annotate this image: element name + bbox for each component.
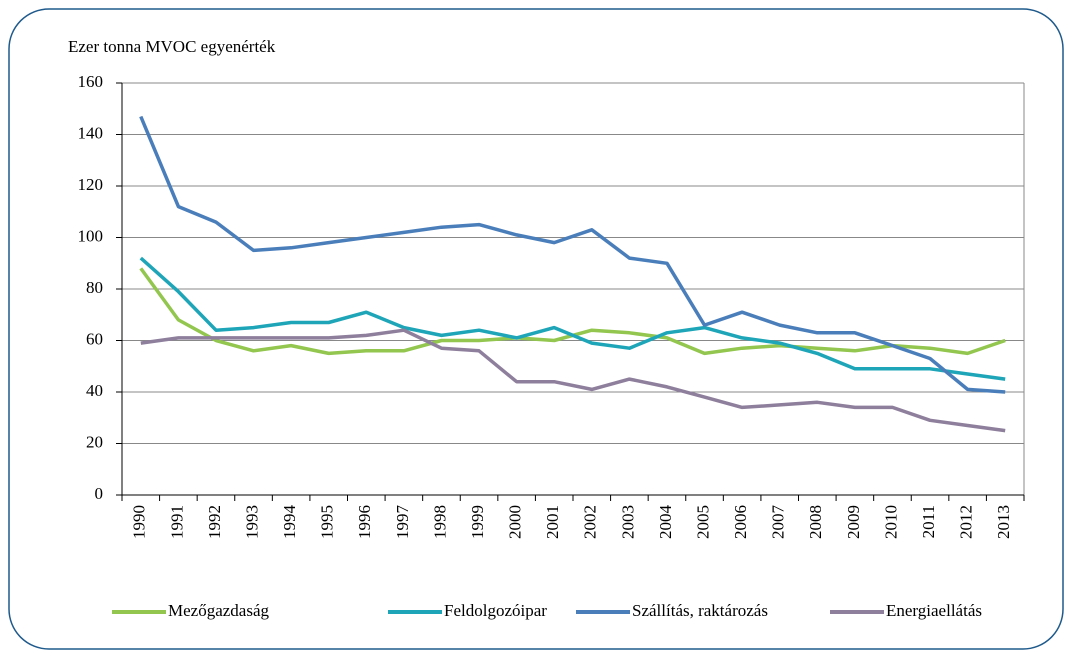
y-tick-label: 60 [86, 329, 103, 348]
series-line [139, 256, 1006, 381]
x-tick-label: 2008 [806, 505, 825, 539]
x-tick-label: 1992 [205, 505, 224, 539]
x-tick-label: 2004 [656, 505, 675, 540]
x-tick-label: 2000 [506, 505, 525, 539]
x-tick-label: 1993 [242, 505, 261, 539]
x-tick-label: 1999 [468, 505, 487, 539]
legend-label: Mezőgazdaság [168, 601, 270, 620]
frame [8, 8, 1064, 650]
x-tick-label: 1998 [430, 505, 449, 539]
x-tick-label: 1991 [167, 505, 186, 539]
x-tick-label: 1995 [318, 505, 337, 539]
x-tick-label: 2009 [844, 505, 863, 539]
x-tick-label: 2013 [994, 505, 1013, 539]
series-line [139, 115, 1006, 394]
x-tick-label: 1994 [280, 505, 299, 540]
x-tick-label: 2012 [957, 505, 976, 539]
x-tick-label: 2006 [731, 505, 750, 539]
legend-label: Szállítás, raktározás [632, 601, 768, 620]
y-tick-label: 160 [78, 72, 104, 91]
y-tick-label: 0 [95, 484, 104, 503]
x-tick-label: 1996 [355, 505, 374, 539]
x-tick-label: 1990 [130, 505, 149, 539]
legend-label: Feldolgozóipar [444, 601, 547, 620]
x-tick-label: 2001 [543, 505, 562, 539]
axis-title: Ezer tonna MVOC egyenérték [68, 37, 276, 56]
y-tick-label: 100 [78, 226, 104, 245]
x-tick-label: 2002 [581, 505, 600, 539]
y-tick-label: 40 [86, 381, 103, 400]
x-tick-label: 2011 [919, 505, 938, 538]
legend-label: Energiaellátás [886, 601, 982, 620]
y-tick-label: 140 [78, 123, 104, 142]
series-line [140, 328, 1006, 433]
y-tick-label: 80 [86, 278, 103, 297]
x-tick-label: 1997 [393, 505, 412, 540]
y-tick-label: 120 [78, 175, 104, 194]
y-tick-label: 20 [86, 432, 103, 451]
x-tick-label: 2005 [693, 505, 712, 539]
x-tick-label: 2003 [618, 505, 637, 539]
x-tick-label: 2007 [769, 505, 788, 540]
x-tick-label: 2010 [881, 505, 900, 539]
